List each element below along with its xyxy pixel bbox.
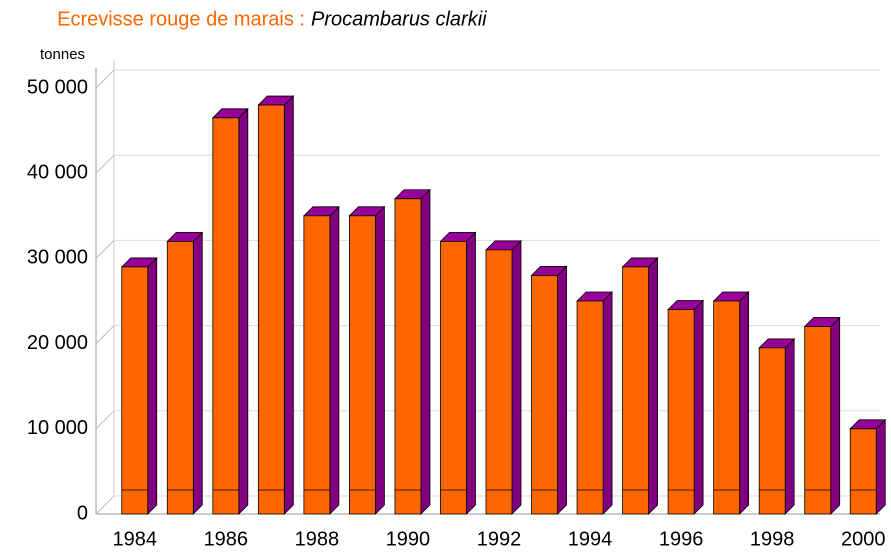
bar [531, 275, 558, 515]
bar [349, 215, 376, 515]
bar [485, 249, 513, 515]
y-tick-label: 30 000 [27, 247, 88, 269]
tick-mark [95, 410, 115, 430]
y-tick-label: 0 [77, 502, 88, 524]
x-tick-label: 1990 [386, 528, 431, 550]
bar-side [830, 316, 841, 515]
bar [849, 428, 877, 515]
bar-side [557, 265, 567, 515]
y-tick-label: 50 000 [27, 76, 88, 98]
chart-title: Ecrevisse rouge de marais : [57, 8, 305, 30]
bar-side [511, 239, 522, 515]
x-tick-label: 1996 [659, 528, 704, 550]
bar [667, 309, 695, 515]
bar-side [784, 337, 795, 515]
x-tick-label: 1998 [750, 528, 795, 550]
bar-side [329, 205, 340, 515]
x-tick-label: 1986 [204, 528, 249, 550]
bar-side [648, 256, 658, 515]
x-tick-label: 1994 [568, 528, 613, 550]
bar [303, 215, 331, 515]
tick-mark [95, 240, 115, 259]
y-axis-label: tonnes [40, 46, 85, 63]
bar-side [420, 188, 431, 515]
x-tick-label: 2000 [841, 528, 886, 550]
bar-side [238, 107, 249, 515]
bar [804, 326, 832, 515]
bar [440, 240, 467, 515]
y-tick-label: 20 000 [27, 332, 88, 354]
bar-side [192, 231, 203, 515]
x-tick-label: 1988 [295, 528, 340, 550]
y-tick-label: 40 000 [27, 161, 88, 183]
bar [121, 266, 149, 515]
bar-side [602, 291, 613, 515]
tick-mark [95, 69, 115, 89]
bar [622, 266, 649, 515]
x-tick-label: 1992 [477, 528, 522, 550]
bar-side [283, 95, 294, 515]
x-tick-label: 1984 [113, 528, 158, 550]
bar-side [693, 299, 704, 515]
bar [758, 347, 786, 515]
bar-side [375, 205, 385, 515]
bar-side [466, 231, 476, 515]
bar [576, 300, 604, 515]
bar [257, 104, 285, 515]
bar-side [147, 256, 158, 515]
bar-side [875, 418, 886, 515]
y-tick-label: 10 000 [27, 417, 88, 439]
bar [212, 117, 240, 515]
bar [166, 240, 194, 515]
bar [394, 198, 422, 515]
tick-mark [95, 325, 115, 344]
tick-mark [95, 154, 115, 174]
bar [713, 300, 741, 515]
bar-side [739, 291, 750, 515]
chart-title-species: Procambarus clarkii [311, 8, 487, 30]
tick-mark [95, 495, 115, 515]
